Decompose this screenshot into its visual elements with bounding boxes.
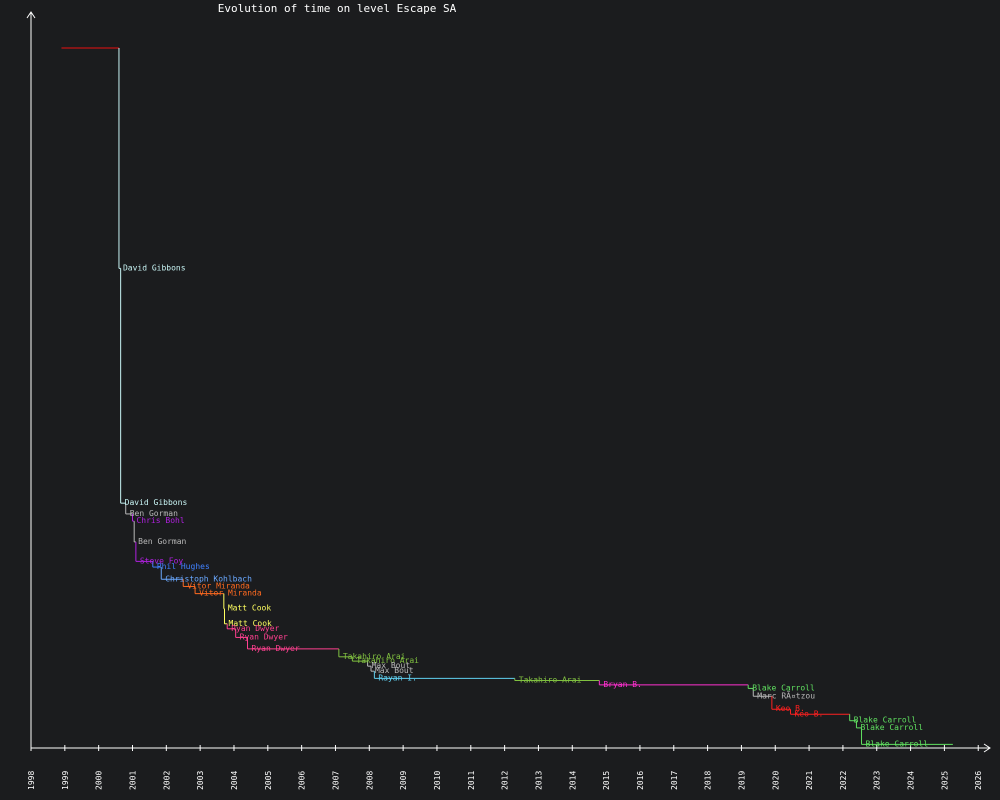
step-label: Takahiro Arai: [343, 652, 406, 661]
x-tick-label: 2005: [264, 771, 273, 790]
chart-axes: 1998 1999 2000 2001 2002 2003 2004 2005 2006 2007…: [26, 11, 991, 790]
x-tick-label: 2009: [399, 771, 408, 790]
x-axis-arrow: [983, 743, 991, 753]
x-tick-label: 2008: [365, 771, 374, 790]
step-label: Ryan Dwyer: [231, 624, 279, 633]
y-axis-arrow: [26, 11, 36, 19]
step-label: Ben Gorman: [130, 509, 178, 518]
step-label: Chris Bohl: [136, 516, 184, 525]
x-tick-label: 2017: [670, 771, 679, 790]
step-label: Ryan Dwyer: [252, 644, 300, 653]
step-label: Vitor Miranda: [199, 589, 262, 598]
step-label: Blake Carroll: [854, 716, 917, 725]
step-label: Max Bout: [372, 661, 411, 670]
step-label: Keo B.: [794, 709, 823, 718]
x-tick-label: 2015: [602, 771, 611, 790]
x-tick-label: 2002: [162, 771, 171, 790]
step-label: Christoph Kohlbach: [165, 574, 252, 583]
step-label: Ryan Dwyer: [240, 632, 288, 641]
step-label: Takahiro Arai: [356, 656, 419, 665]
x-tick-label: 1999: [61, 771, 70, 790]
x-tick-label: 2014: [568, 771, 577, 790]
step-label: Steve Foy: [140, 556, 184, 565]
x-tick-label: 2007: [331, 771, 340, 790]
x-tick-label: 2010: [433, 771, 442, 790]
x-tick-label: 2024: [907, 771, 916, 790]
x-tick-label: 2019: [737, 771, 746, 790]
step-label: Matt Cook: [229, 619, 273, 628]
x-tick-label: 2026: [974, 771, 983, 790]
x-tick-label: 2006: [298, 771, 307, 790]
chart-series: [61, 47, 953, 745]
x-tick-label: 2011: [467, 771, 476, 790]
step-label: Keo B.: [776, 704, 805, 713]
step-label: Matt Cook: [228, 604, 272, 613]
step-label: Rayan I.: [378, 673, 417, 682]
step-label: Ben Gorman: [138, 537, 186, 546]
chart-title: Evolution of time on level Escape SA: [218, 2, 457, 15]
step-label: Bryan B.: [603, 680, 642, 689]
x-tick-label: 2004: [230, 771, 239, 790]
step-label: Takahiro Arai: [519, 676, 582, 685]
step-label: David Gibbons: [125, 498, 188, 507]
x-tick-label: 2018: [704, 771, 713, 790]
step-label: Max Bout: [375, 666, 414, 675]
step-label: Vitor Miranda: [187, 581, 250, 590]
x-tick-label: 2022: [839, 771, 848, 790]
x-tick-label: 1998: [27, 771, 36, 790]
step-label: Blake Carroll: [752, 683, 815, 692]
x-tick-label: 2000: [95, 771, 104, 790]
step-label: Marc RÃ¤tzou: [757, 690, 815, 700]
x-tick-label: 2012: [501, 771, 510, 790]
x-tick-label: 2025: [940, 771, 949, 790]
step-label: Blake Carroll: [866, 739, 929, 748]
x-tick-label: 2003: [196, 771, 205, 790]
step-label: David Gibbons: [123, 263, 186, 272]
x-tick-label: 2013: [534, 771, 543, 790]
x-tick-label: 2020: [771, 771, 780, 790]
step-label: Blake Carroll: [860, 723, 923, 732]
x-tick-label: 2001: [128, 771, 137, 790]
x-tick-label: 2016: [636, 771, 645, 790]
x-tick-label: 2023: [873, 771, 882, 790]
x-tick-label: 2021: [805, 771, 814, 790]
step-label: Phil Hughes: [157, 562, 210, 571]
